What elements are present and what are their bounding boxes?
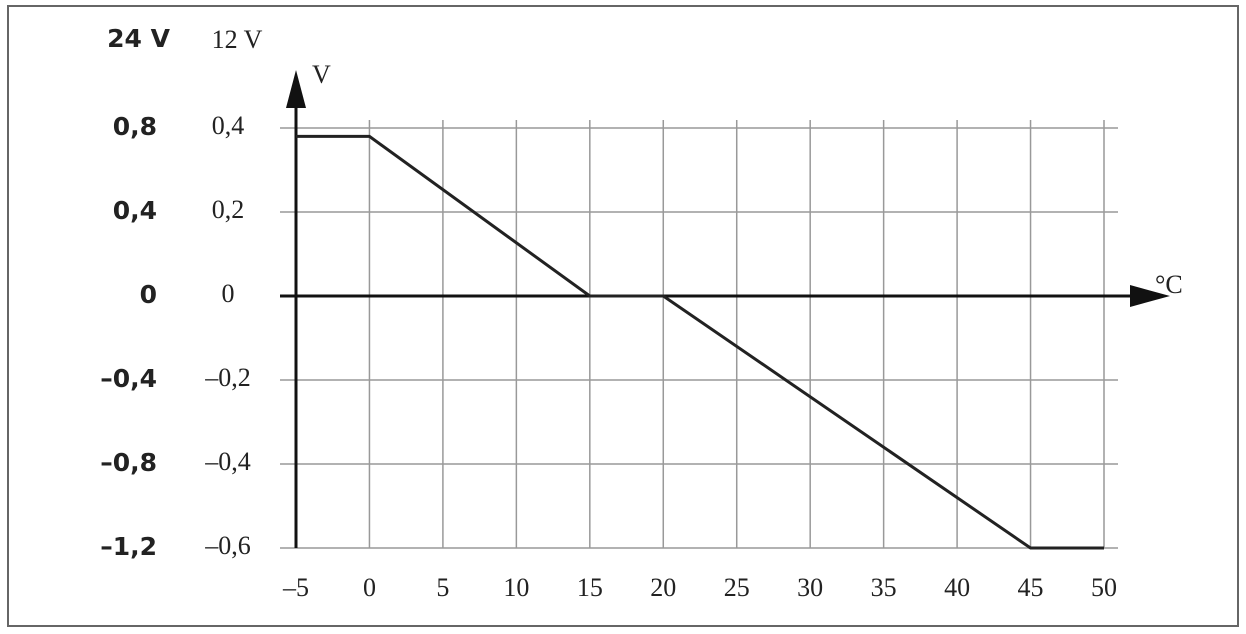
- x-tick-label: 10: [503, 573, 529, 602]
- y2-header: 24 V: [107, 24, 170, 53]
- y-tick-label: –0,4: [204, 447, 251, 476]
- x-tick-label: 40: [944, 573, 970, 602]
- x-tick-label: 35: [871, 573, 897, 602]
- y2-tick-label: 0,8: [113, 112, 157, 141]
- y-tick-label: –0,6: [204, 531, 251, 560]
- x-tick-label: 5: [436, 573, 449, 602]
- x-tick-label: 50: [1091, 573, 1117, 602]
- y-tick-label: 0: [222, 279, 235, 308]
- x-tick-label: 15: [577, 573, 603, 602]
- x-axis-arrow: [1130, 285, 1170, 307]
- y-tick-label: –0,2: [204, 363, 251, 392]
- y-tick-label: 0,2: [212, 195, 245, 224]
- x-tick-label: 20: [650, 573, 676, 602]
- y-header: 12 V: [212, 25, 263, 54]
- x-tick-label: 0: [363, 573, 376, 602]
- data-line: [296, 134, 1104, 550]
- frame: [7, 5, 1239, 627]
- y-axis-label: V: [312, 60, 331, 89]
- x-tick-label: 30: [797, 573, 823, 602]
- x-tick-label: 25: [724, 573, 750, 602]
- y2-tick-label: –1,2: [100, 532, 157, 561]
- y-axis-arrow: [286, 70, 306, 108]
- y2-tick-label: –0,8: [100, 448, 157, 477]
- y2-tick-label: 0,4: [113, 196, 157, 225]
- y2-tick-label: –0,4: [100, 364, 157, 393]
- y2-tick-label: 0: [140, 280, 157, 309]
- x-tick-label: –5: [282, 573, 309, 602]
- y-tick-label: 0,4: [212, 111, 245, 140]
- x-tick-label: 45: [1018, 573, 1044, 602]
